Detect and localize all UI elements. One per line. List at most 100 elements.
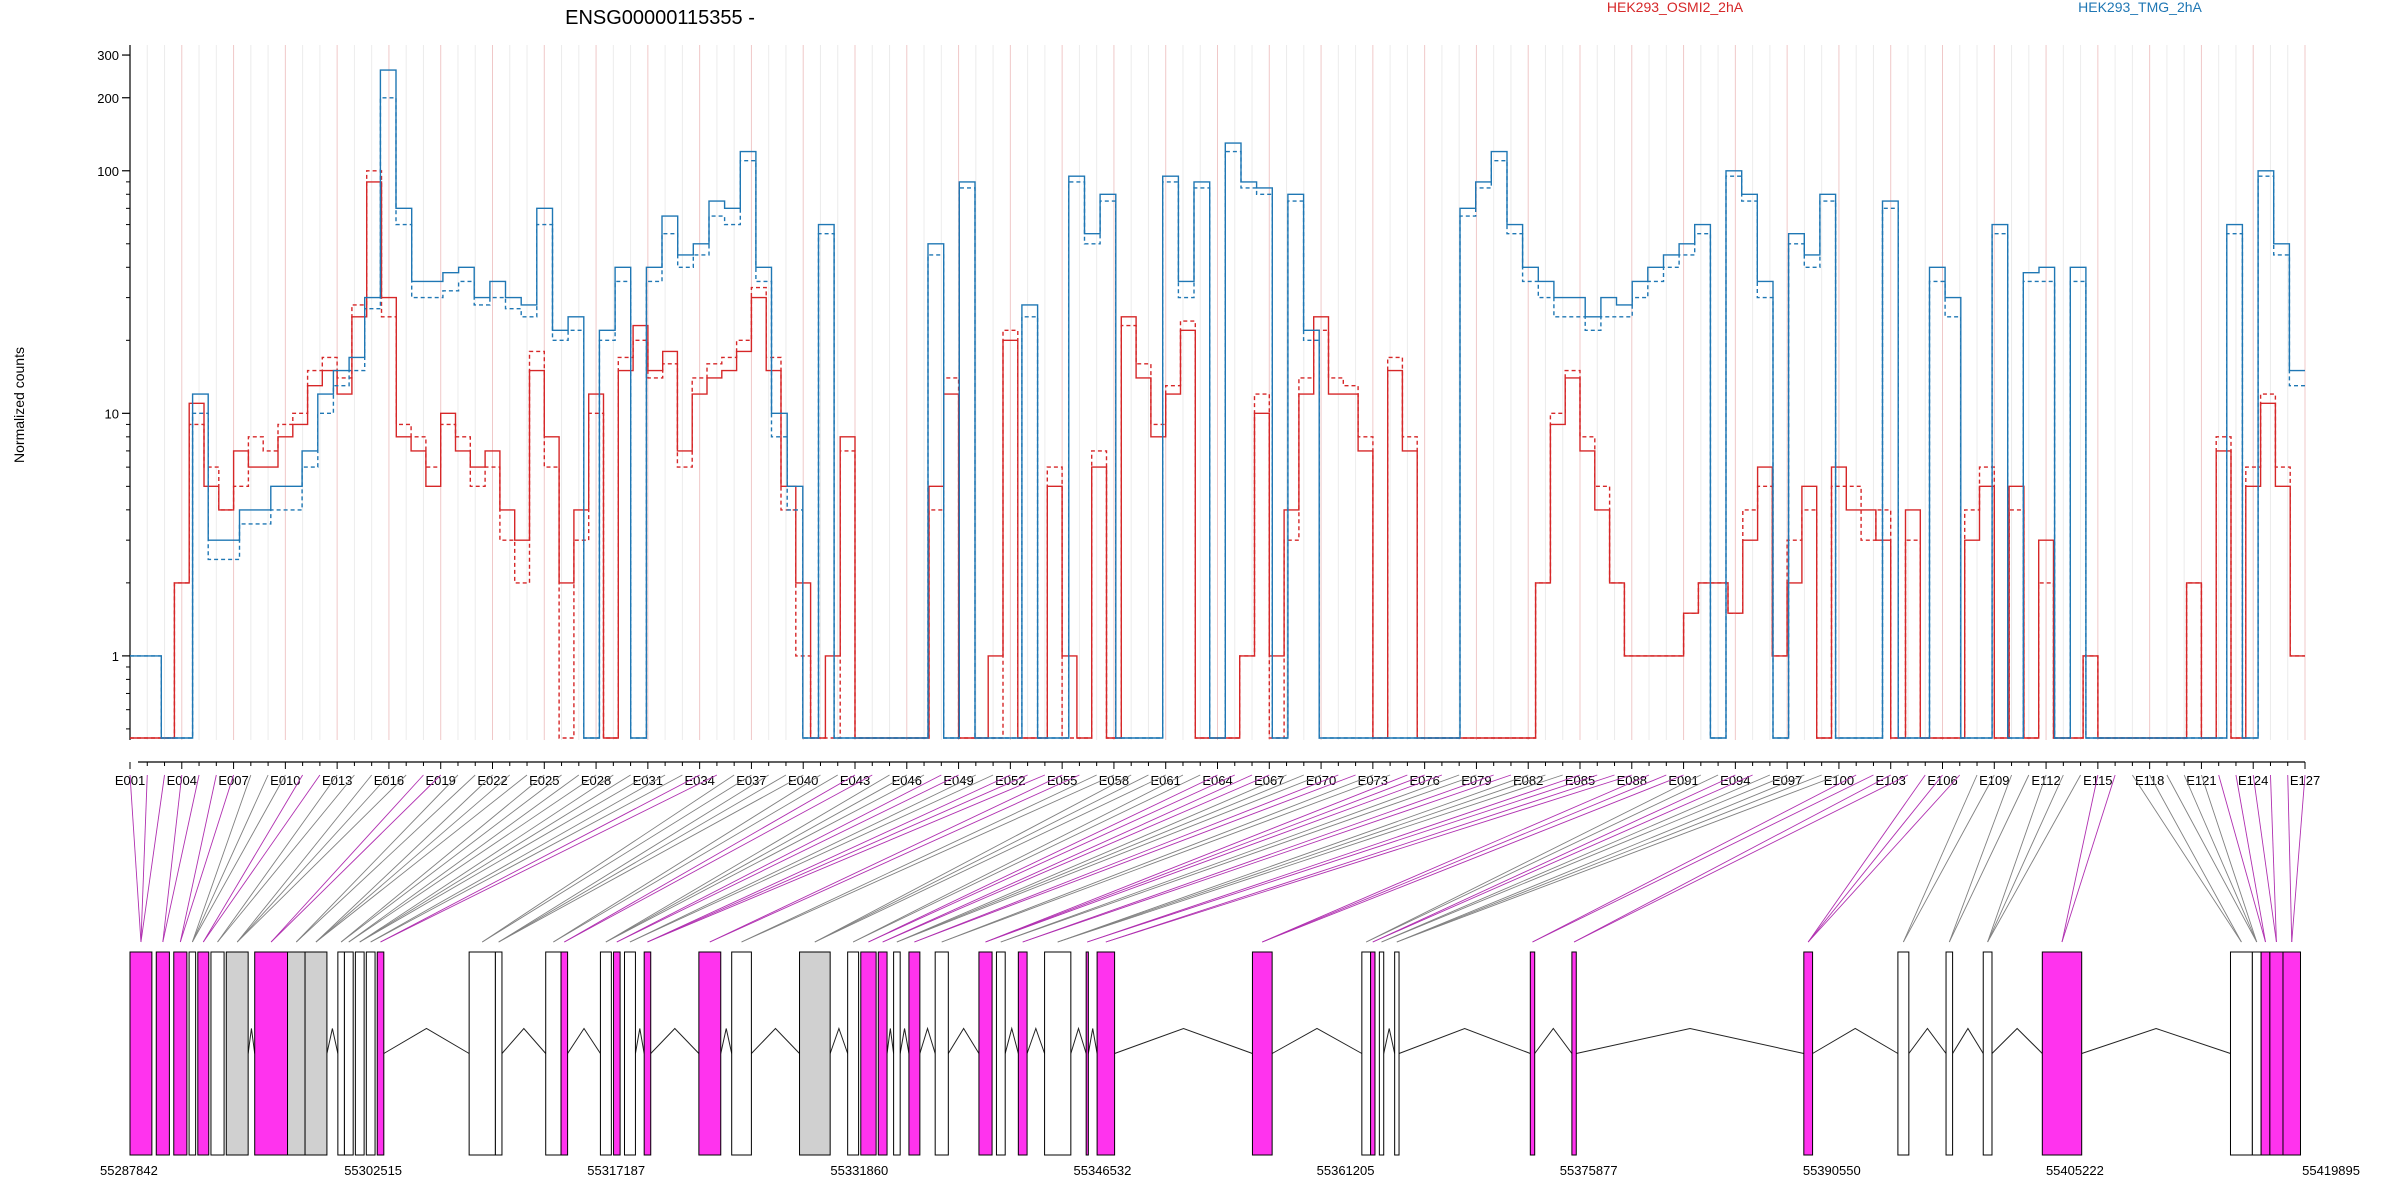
exon-label: E091 (1668, 773, 1698, 788)
exon-block (287, 951, 306, 1156)
intron-line (1908, 1027, 1947, 1054)
exon-block (847, 951, 860, 1156)
exon-connector (1262, 774, 1684, 943)
y-tick-label: 300 (97, 48, 119, 63)
y-tick-label: 1 (112, 649, 119, 664)
exon-label: E046 (892, 773, 922, 788)
legend-entry-tmg: HEK293_TMG_2hA (2078, 0, 2202, 15)
exon-connector (202, 774, 304, 943)
exon-connector (852, 774, 1201, 943)
intron-line (501, 1027, 547, 1054)
exon-connector (380, 774, 718, 943)
exon-connector (295, 774, 459, 943)
exon-block (877, 951, 888, 1156)
exon-connector (1807, 774, 1926, 943)
exon-connector (605, 774, 908, 943)
exon-connector (709, 774, 1063, 943)
exon-connector (741, 774, 1097, 943)
intron-line (1576, 1027, 1804, 1054)
exon-connector (896, 774, 1304, 943)
exon-connector (2166, 774, 2258, 943)
exon-connector (1987, 774, 2064, 943)
exon-block (337, 951, 345, 1156)
series-line-2 (130, 69, 2305, 739)
exon-block (225, 951, 249, 1156)
exon-block (893, 951, 901, 1156)
exon-connector (498, 774, 804, 943)
exon-label: E052 (995, 773, 1025, 788)
exon-connector (315, 774, 511, 943)
exon-label: E115 (2083, 773, 2112, 788)
exon-connector (1987, 774, 2081, 943)
series-line-3 (130, 97, 2305, 739)
exon-connector (553, 774, 838, 943)
exon-block (2041, 951, 2083, 1156)
y-tick-label: 200 (97, 91, 119, 106)
exon-block (1394, 951, 1400, 1156)
genomic-coordinate-label: 55405222 (2046, 1163, 2104, 1178)
exon-block (173, 951, 188, 1156)
exon-label: E058 (1099, 773, 1129, 788)
exon-block (188, 951, 197, 1156)
exon-block (210, 951, 225, 1156)
exon-block (860, 951, 877, 1156)
exon-connector (191, 774, 252, 943)
exon-connector (1902, 774, 1995, 943)
exon-block (698, 951, 722, 1156)
exon-label: E088 (1617, 773, 1647, 788)
exon-label: E124 (2238, 773, 2268, 788)
exon-connector (359, 774, 631, 943)
exon-connector (814, 774, 1149, 943)
exon-connector (380, 774, 700, 943)
exon-connector (1057, 774, 1563, 943)
exon-block (343, 951, 354, 1156)
exon-label: E004 (167, 773, 197, 788)
exon-connector (2132, 774, 2242, 943)
exon-connector (340, 774, 562, 943)
intron-line (1952, 1027, 1984, 1054)
exon-connector (2291, 774, 2306, 943)
exon-connector (1087, 774, 1581, 943)
exon-block (934, 951, 949, 1156)
intron-line (1087, 1028, 1098, 1054)
exon-connector (482, 774, 735, 943)
intron-line (650, 1027, 700, 1054)
exon-connector (1105, 774, 1632, 943)
exon-label: E031 (633, 773, 663, 788)
exon-connector (2061, 774, 2116, 943)
exon-connector (179, 774, 235, 943)
exon-connector (914, 774, 1356, 943)
exon-connector (162, 774, 200, 943)
exon-connector (191, 774, 269, 943)
exon-connector (1381, 774, 1771, 943)
exon-connector (1022, 774, 1512, 943)
exon-connector (498, 774, 769, 943)
exon-block (1803, 951, 1814, 1156)
y-tick-label: 100 (97, 164, 119, 179)
exon-connector (217, 774, 355, 943)
exon-connector (179, 774, 217, 943)
exon-label: E025 (529, 773, 559, 788)
exon-block (995, 951, 1006, 1156)
exon-connector (2201, 774, 2258, 943)
exon-label: E121 (2186, 773, 2216, 788)
series-line-1 (130, 170, 2305, 739)
exon-connector (2287, 774, 2293, 943)
exon-connector (482, 774, 752, 943)
genomic-coordinate-label: 55331860 (830, 1163, 888, 1178)
exon-connector (1807, 774, 1961, 943)
intron-line (751, 1027, 800, 1054)
exon-connector (2061, 774, 2099, 943)
exon-block (545, 951, 562, 1156)
genomic-coordinate-label: 55361205 (1317, 1163, 1375, 1178)
exon-block (2229, 951, 2253, 1156)
exon-connector (370, 774, 683, 943)
exon-block (1085, 951, 1089, 1156)
exon-label: E061 (1151, 773, 1181, 788)
genomic-coordinate-label: 55287842 (100, 1163, 158, 1178)
exon-connector (985, 774, 1408, 943)
exon-block (908, 951, 921, 1156)
exon-block (599, 951, 612, 1156)
exon-connector (605, 774, 890, 943)
